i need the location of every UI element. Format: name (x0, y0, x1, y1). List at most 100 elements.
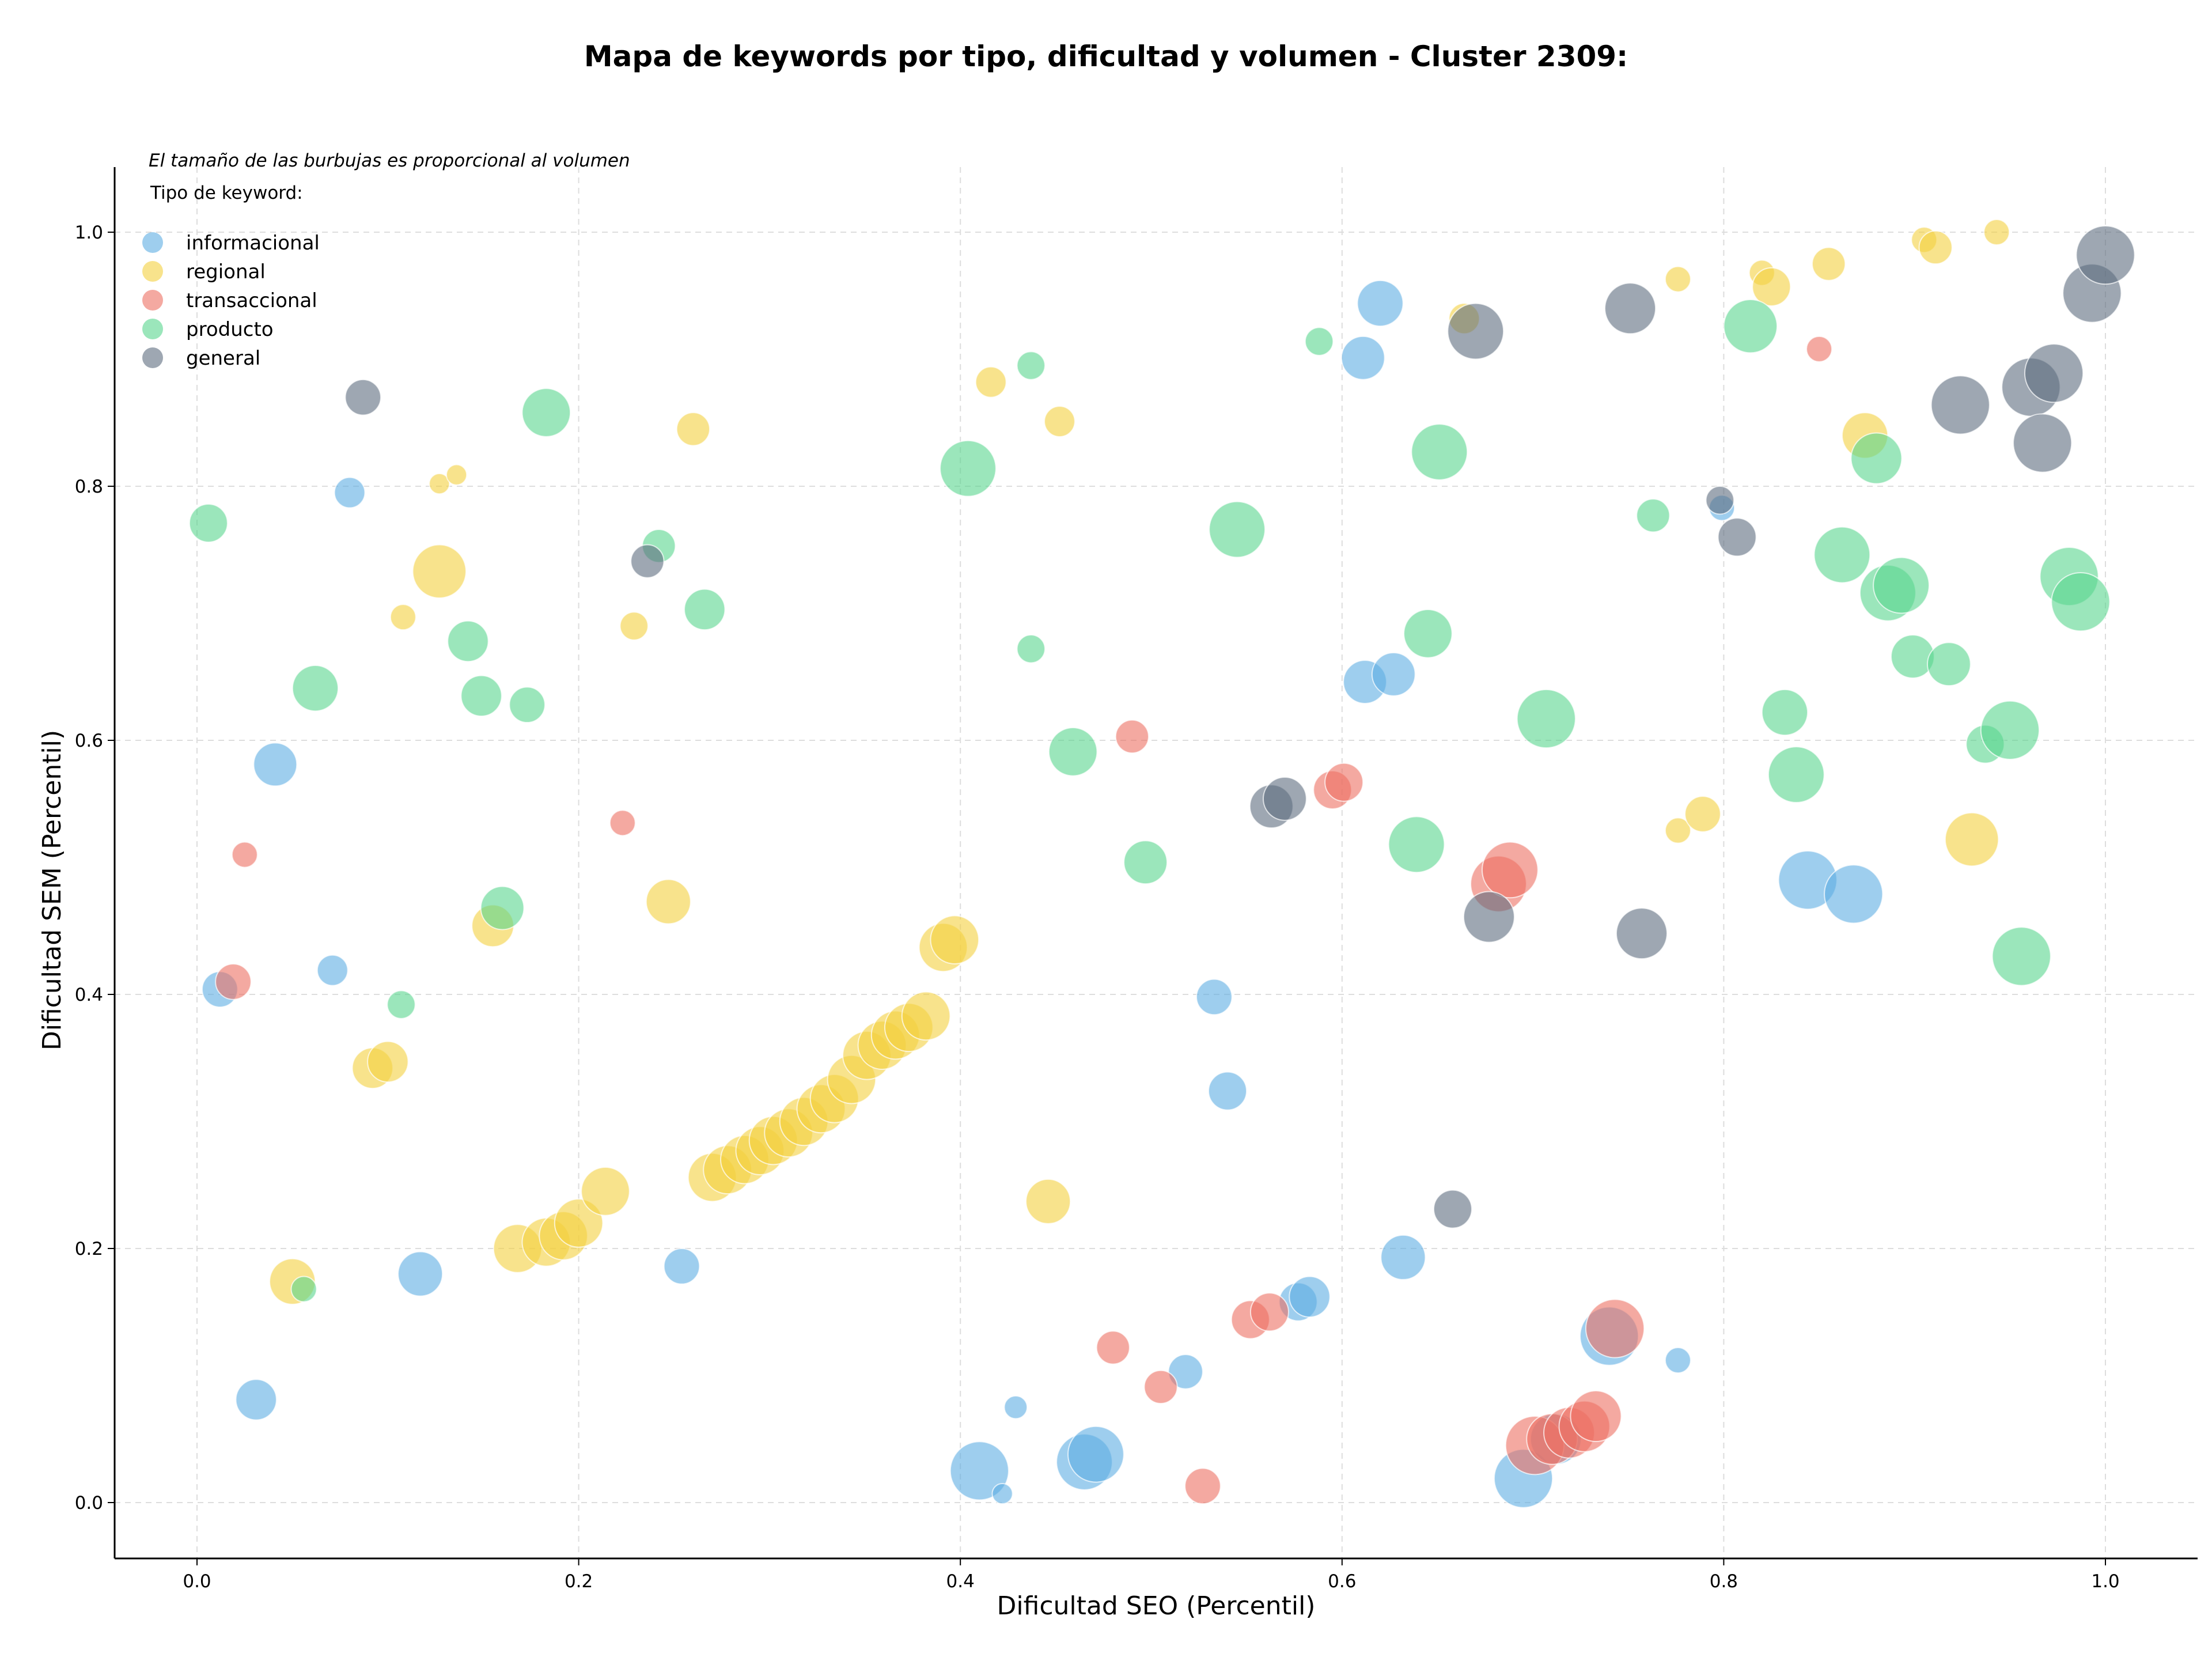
y-tick-label: 0.8 (75, 476, 103, 497)
regional-point (975, 366, 1007, 398)
y-axis-label: Dificultad SEM (Percentil) (37, 730, 67, 1050)
producto-point (1016, 351, 1046, 380)
producto-point (291, 664, 339, 712)
x-tick-label: 0.6 (1328, 1571, 1356, 1592)
transaccional-point (1143, 1369, 1178, 1404)
y-tick-label: 1.0 (75, 222, 103, 243)
general-point (1615, 907, 1668, 960)
producto-point (480, 886, 525, 930)
legend: informacional regional transaccional produc… (142, 232, 320, 370)
general-point (1263, 777, 1307, 821)
data-points (188, 219, 2135, 1508)
y-tick-label: 0.0 (75, 1493, 103, 1514)
regional-point (1983, 219, 2010, 245)
general-point (2024, 343, 2084, 403)
transaccional-point (1806, 335, 1833, 362)
producto-point (1388, 816, 1445, 873)
producto-point (1403, 608, 1453, 659)
informacional-point (334, 476, 366, 509)
informacional-point (991, 1482, 1013, 1505)
producto-point (1926, 642, 1971, 687)
transaccional-point (1249, 1292, 1289, 1332)
informacional-point (1824, 864, 1884, 924)
legend-marker-transaccional (142, 290, 163, 311)
producto-point (521, 388, 571, 437)
producto-point (1813, 526, 1871, 584)
producto-point (387, 990, 416, 1019)
producto-point (1209, 501, 1266, 558)
producto-point (290, 1276, 317, 1303)
general-point (1463, 891, 1515, 943)
general-point (1705, 486, 1734, 515)
general-point (1604, 282, 1657, 335)
informacional-point (1208, 1071, 1248, 1111)
regional-point (1752, 267, 1791, 307)
legend-label-general: general (186, 347, 260, 370)
regional-point (1025, 1178, 1071, 1224)
regional-point (930, 915, 980, 964)
transaccional-point (609, 809, 636, 837)
transaccional-point (1324, 762, 1364, 802)
transaccional-point (1115, 719, 1149, 754)
producto-point (1761, 688, 1809, 736)
informacional-point (253, 742, 298, 787)
producto-point (460, 675, 502, 717)
informacional-point (1380, 1234, 1426, 1280)
informacional-point (397, 1251, 444, 1297)
y-axis-ticks: 0.0 0.2 0.4 0.6 0.8 1.0 (75, 222, 115, 1514)
producto-point (940, 440, 997, 497)
legend-label-transaccional: transaccional (186, 289, 317, 312)
transaccional-point (1585, 1299, 1645, 1359)
regional-point (581, 1166, 630, 1216)
y-tick-label: 0.2 (75, 1239, 103, 1259)
legend-marker-producto (142, 319, 163, 339)
bubble-size-note: El tamaño de las burbujas es proporciona… (149, 150, 630, 171)
series-producto (188, 298, 2111, 1303)
x-tick-label: 0.2 (565, 1571, 593, 1592)
y-tick-label: 0.6 (75, 731, 103, 751)
producto-point (1516, 688, 1576, 749)
informacional-point (1003, 1395, 1028, 1420)
legend-marker-informacional (142, 232, 163, 253)
general-point (2013, 413, 2073, 473)
regional-point (1918, 230, 1953, 265)
general-point (344, 379, 382, 416)
producto-point (1123, 840, 1168, 885)
informacional-point (316, 954, 349, 986)
transaccional-point (231, 841, 258, 868)
regional-point (1044, 406, 1075, 437)
informacional-point (1664, 1347, 1691, 1374)
x-axis-ticks: 0.0 0.2 0.4 0.6 0.8 1.0 (183, 1558, 2120, 1592)
grid-lines (115, 167, 2198, 1558)
informacional-point (1340, 335, 1385, 380)
legend-label-regional: regional (186, 260, 266, 283)
x-tick-label: 0.0 (183, 1571, 211, 1592)
general-point (1717, 517, 1757, 557)
regional-point (1684, 796, 1721, 833)
legend-label-informacional: informacional (186, 232, 320, 255)
transaccional-point (1096, 1330, 1130, 1365)
producto-point (447, 620, 489, 663)
producto-point (1636, 498, 1671, 533)
legend-marker-regional (142, 261, 163, 282)
x-tick-label: 1.0 (2091, 1571, 2119, 1592)
x-tick-label: 0.4 (946, 1571, 975, 1592)
regional-point (901, 991, 951, 1041)
regional-point (619, 611, 649, 641)
regional-point (1812, 247, 1846, 281)
y-tick-label: 0.4 (75, 985, 103, 1005)
producto-point (509, 686, 546, 724)
producto-point (1411, 423, 1468, 480)
producto-point (1850, 432, 1903, 485)
transaccional-point (1184, 1467, 1221, 1505)
regional-point (676, 412, 710, 447)
regional-point (1944, 812, 1999, 867)
producto-point (1980, 700, 2040, 760)
informacional-point (949, 1441, 1009, 1501)
informacional-point (1168, 1354, 1203, 1390)
informacional-point (235, 1379, 277, 1421)
producto-point (1991, 926, 2051, 986)
regional-point (412, 544, 467, 599)
regional-point (367, 1041, 409, 1083)
